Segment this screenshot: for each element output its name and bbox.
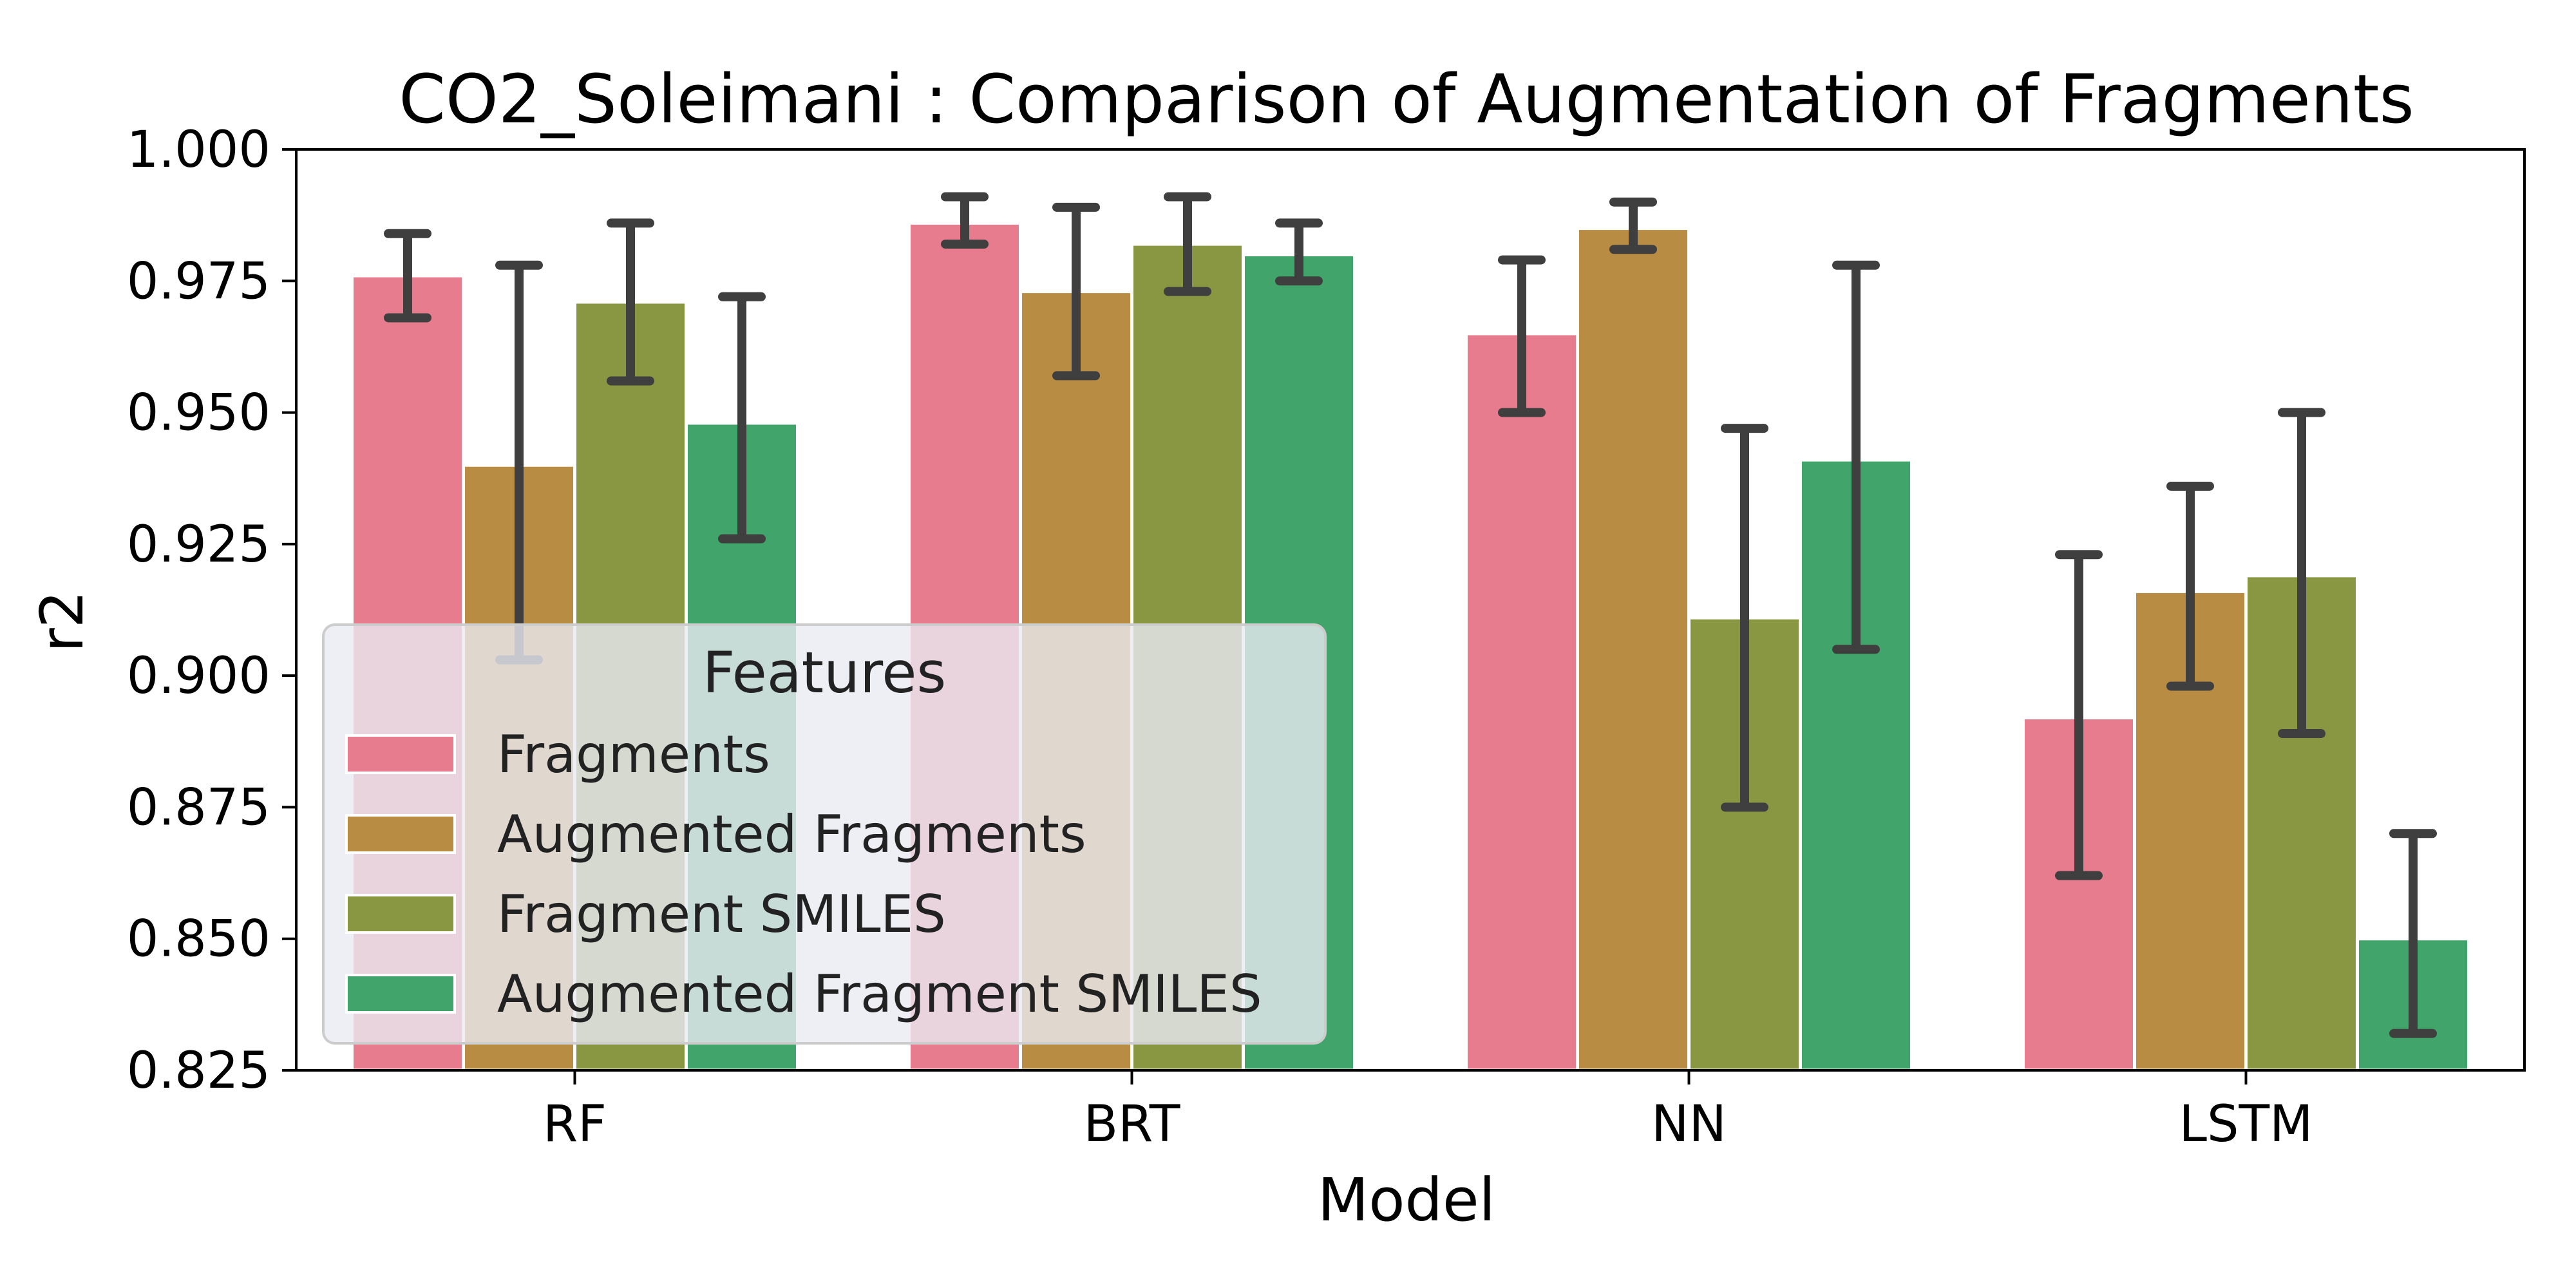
legend-swatch-2 — [345, 814, 456, 854]
x-tick-label-rf: RF — [543, 1095, 607, 1153]
y-tick-label: 0.900 — [127, 647, 270, 705]
chart-title: CO2_Soleimani : Comparison of Augmentati… — [399, 60, 2414, 138]
y-tick-label: 0.850 — [127, 911, 270, 969]
x-tick-label-brt: BRT — [1084, 1095, 1180, 1153]
plot-frame — [295, 148, 2526, 1072]
x-axis-label: Model — [1318, 1166, 1495, 1235]
y-axis-label: r2 — [28, 591, 97, 652]
x-tick-label-nn: NN — [1651, 1095, 1727, 1153]
legend-label-3: Fragment SMILES — [497, 884, 946, 944]
legend-box — [322, 623, 1327, 1045]
y-tick-label: 0.825 — [127, 1042, 270, 1100]
x-tick-label-lstm: LSTM — [2179, 1095, 2313, 1153]
y-tick-label: 0.875 — [127, 779, 270, 837]
bar-nn-series-1 — [1464, 332, 1579, 1072]
y-tick-label: 1.000 — [127, 121, 270, 179]
bar-nn-series-2 — [1576, 227, 1690, 1072]
legend-swatch-3 — [345, 894, 456, 934]
y-tick-label: 0.925 — [127, 516, 270, 574]
legend-label-2: Augmented Fragments — [497, 804, 1086, 864]
y-tick-label: 0.950 — [127, 384, 270, 442]
y-tick-label: 0.975 — [127, 252, 270, 310]
legend-swatch-1 — [345, 734, 456, 774]
legend-swatch-4 — [345, 974, 456, 1014]
legend-label-1: Fragments — [497, 724, 770, 784]
legend-title: Features — [703, 639, 946, 706]
legend-label-4: Augmented Fragment SMILES — [497, 964, 1262, 1024]
